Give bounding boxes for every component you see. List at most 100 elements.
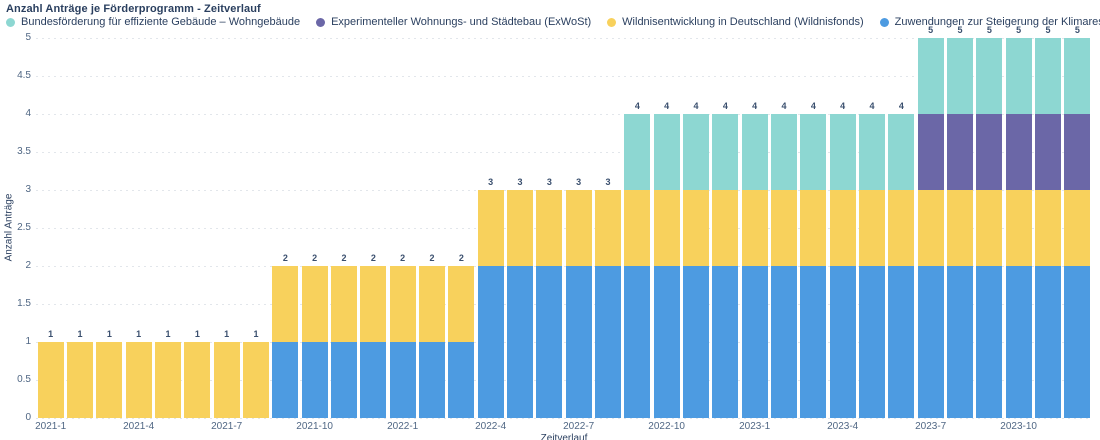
bar-2022-10[interactable]: 4 [652, 38, 681, 418]
bar-segment[interactable] [419, 266, 445, 342]
bar-segment[interactable] [419, 342, 445, 418]
bar-segment[interactable] [1035, 190, 1061, 266]
bar-segment[interactable] [800, 266, 827, 418]
bar-segment[interactable] [360, 266, 387, 342]
bar-segment[interactable] [624, 266, 651, 418]
bar-2022-4[interactable]: 3 [476, 38, 505, 418]
bar-2022-5[interactable]: 3 [505, 38, 534, 418]
bar-segment[interactable] [448, 342, 475, 418]
bar-segment[interactable] [829, 190, 856, 266]
bar-segment[interactable] [624, 190, 651, 266]
bar-segment[interactable] [859, 266, 885, 418]
bar-segment[interactable] [947, 38, 973, 114]
bar-segment[interactable] [565, 266, 592, 418]
bar-segment[interactable] [829, 114, 856, 190]
bar-2023-5[interactable]: 4 [857, 38, 886, 418]
bar-2021-3[interactable]: 1 [95, 38, 124, 418]
bar-segment[interactable] [1005, 190, 1032, 266]
bar-2021-4[interactable]: 1 [124, 38, 153, 418]
bar-segment[interactable] [771, 190, 797, 266]
bar-segment[interactable] [536, 266, 563, 418]
bar-segment[interactable] [683, 190, 709, 266]
bar-segment[interactable] [917, 266, 944, 418]
bar-segment[interactable] [1005, 38, 1032, 114]
bar-segment[interactable] [917, 190, 944, 266]
bar-segment[interactable] [888, 266, 915, 418]
bar-segment[interactable] [1005, 266, 1032, 418]
bar-segment[interactable] [976, 38, 1003, 114]
bar-segment[interactable] [976, 114, 1003, 190]
bar-2021-1[interactable]: 1 [36, 38, 65, 418]
bar-segment[interactable] [1064, 38, 1091, 114]
bar-segment[interactable] [653, 266, 680, 418]
bar-2023-3[interactable]: 4 [799, 38, 828, 418]
bar-segment[interactable] [683, 266, 709, 418]
bar-segment[interactable] [1005, 114, 1032, 190]
bar-segment[interactable] [37, 342, 64, 418]
bar-2023-1[interactable]: 4 [740, 38, 769, 418]
bar-2022-12[interactable]: 4 [711, 38, 740, 418]
bar-segment[interactable] [917, 114, 944, 190]
bar-segment[interactable] [741, 114, 768, 190]
bar-segment[interactable] [712, 266, 739, 418]
bar-2021-11[interactable]: 2 [329, 38, 358, 418]
bar-2023-6[interactable]: 4 [887, 38, 916, 418]
bar-segment[interactable] [1035, 114, 1061, 190]
bar-segment[interactable] [624, 114, 651, 190]
bar-2022-2[interactable]: 2 [417, 38, 446, 418]
bar-segment[interactable] [771, 266, 797, 418]
bar-segment[interactable] [1064, 190, 1091, 266]
bar-2021-7[interactable]: 1 [212, 38, 241, 418]
bar-segment[interactable] [155, 342, 181, 418]
bar-segment[interactable] [976, 266, 1003, 418]
bar-segment[interactable] [1035, 266, 1061, 418]
bar-segment[interactable] [96, 342, 123, 418]
bar-segment[interactable] [301, 342, 328, 418]
bar-segment[interactable] [1064, 114, 1091, 190]
bar-2022-11[interactable]: 4 [681, 38, 710, 418]
bar-segment[interactable] [683, 114, 709, 190]
legend-item-0[interactable]: Bundesförderung für effiziente Gebäude –… [6, 16, 300, 28]
legend-item-1[interactable]: Experimenteller Wohnungs- und Städtebau … [316, 16, 591, 28]
bar-2021-2[interactable]: 1 [65, 38, 94, 418]
bar-segment[interactable] [67, 342, 93, 418]
bar-2021-12[interactable]: 2 [359, 38, 388, 418]
bar-segment[interactable] [331, 266, 357, 342]
bar-segment[interactable] [888, 114, 915, 190]
bar-segment[interactable] [448, 266, 475, 342]
bar-segment[interactable] [888, 190, 915, 266]
bar-2023-4[interactable]: 4 [828, 38, 857, 418]
bar-segment[interactable] [947, 114, 973, 190]
bar-segment[interactable] [272, 342, 299, 418]
bar-segment[interactable] [947, 190, 973, 266]
bar-segment[interactable] [712, 190, 739, 266]
bar-segment[interactable] [213, 342, 240, 418]
bar-segment[interactable] [565, 190, 592, 266]
bar-segment[interactable] [1035, 38, 1061, 114]
bar-2023-11[interactable]: 5 [1033, 25, 1062, 418]
bar-segment[interactable] [917, 38, 944, 114]
bar-2021-10[interactable]: 2 [300, 38, 329, 418]
bar-segment[interactable] [184, 342, 211, 418]
bar-2022-1[interactable]: 2 [388, 38, 417, 418]
bar-segment[interactable] [741, 266, 768, 418]
bar-segment[interactable] [653, 190, 680, 266]
bar-segment[interactable] [829, 266, 856, 418]
bar-segment[interactable] [595, 190, 621, 266]
bar-segment[interactable] [771, 114, 797, 190]
bar-2021-5[interactable]: 1 [153, 38, 182, 418]
bar-segment[interactable] [125, 342, 152, 418]
bar-2022-9[interactable]: 4 [623, 38, 652, 418]
bar-2022-7[interactable]: 3 [564, 38, 593, 418]
bar-segment[interactable] [360, 342, 387, 418]
bar-segment[interactable] [976, 190, 1003, 266]
bar-segment[interactable] [477, 190, 504, 266]
bar-segment[interactable] [800, 114, 827, 190]
bar-segment[interactable] [301, 266, 328, 342]
bar-2022-6[interactable]: 3 [535, 38, 564, 418]
legend-item-2[interactable]: Wildnisentwicklung in Deutschland (Wildn… [607, 16, 864, 28]
bar-2021-8[interactable]: 1 [241, 38, 270, 418]
bar-segment[interactable] [272, 266, 299, 342]
bar-segment[interactable] [477, 266, 504, 418]
bar-2023-12[interactable]: 5 [1063, 25, 1092, 418]
